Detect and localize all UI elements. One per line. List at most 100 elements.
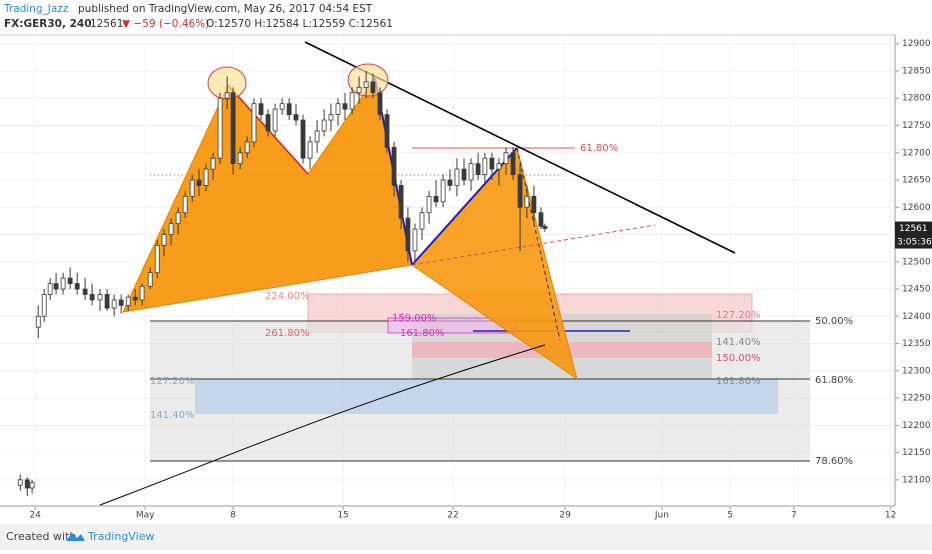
candle-body (300, 119, 306, 159)
footer-brand[interactable]: TradingView (87, 530, 154, 543)
candle-body (104, 294, 110, 309)
candle-body (217, 97, 223, 159)
candle-body (265, 114, 271, 132)
footer-bar (0, 524, 932, 550)
candle-body (475, 163, 481, 175)
candle-body (47, 283, 53, 295)
candle-body (17, 479, 23, 486)
candle-body (230, 92, 236, 165)
candle-body (398, 185, 404, 219)
candle-body (111, 299, 117, 309)
candle-body (244, 141, 250, 154)
author[interactable]: Trading_Jazz (3, 3, 69, 15)
candle-body (67, 277, 73, 284)
candle-body (74, 283, 80, 290)
x-tick-label: May (136, 511, 155, 521)
candle-body (41, 294, 47, 317)
candle-body (461, 168, 467, 181)
countdown-box (895, 235, 932, 249)
candle-body (342, 103, 348, 110)
candle-body (147, 272, 153, 287)
y-tick-label: 12450 (902, 285, 931, 295)
x-tick-label: 24 (29, 511, 41, 521)
y-tick-label: 12100 (902, 475, 931, 485)
candle-body (482, 157, 488, 175)
candle-body (440, 179, 446, 203)
y-tick-label: 12150 (902, 448, 931, 458)
y-tick-label: 12600 (902, 203, 931, 213)
candle-body (279, 103, 285, 110)
candle-body (468, 163, 474, 181)
logo (66, 533, 85, 541)
candle-body (314, 130, 320, 143)
fib-box (195, 379, 778, 414)
symbol: FX:GER30, 240 (4, 18, 92, 30)
y-tick-label: 12750 (902, 121, 931, 131)
moving-average (99, 344, 546, 506)
candle-body (426, 195, 432, 214)
candle-body (35, 315, 41, 328)
y-tick-label: 12200 (902, 421, 931, 431)
fib-label: 141.40% (716, 337, 761, 348)
candle-body (224, 92, 230, 99)
candle-body (60, 277, 66, 290)
candle-body (503, 152, 509, 165)
candle-body (139, 285, 145, 301)
candle-body (524, 195, 530, 208)
candle-body (335, 103, 341, 115)
y-tick-label: 12300 (902, 366, 931, 376)
candle-body (293, 114, 299, 121)
fib-label: 141.40% (150, 410, 195, 421)
ohlc: O:12570 H:12584 L:12559 C:12561 (206, 18, 393, 30)
x-tick-label: 22 (447, 511, 458, 521)
candle-body (89, 294, 95, 301)
candle-body (349, 92, 355, 110)
candle-body (258, 103, 264, 115)
candle-body (489, 157, 495, 170)
projection (411, 224, 656, 266)
candle-body (419, 212, 425, 230)
footer-text: Created with (6, 530, 76, 543)
fib-label: 127.20% (150, 376, 195, 387)
x-tick-label: 29 (559, 511, 571, 521)
candle-body (29, 482, 35, 489)
highlight (347, 63, 389, 97)
fib-label: 161.80% (400, 328, 445, 339)
y-tick-label: 12400 (902, 312, 931, 322)
candle-body (356, 86, 362, 94)
candle-body (542, 225, 548, 229)
fib-label: 150.00% (716, 353, 761, 364)
candle-body (154, 245, 160, 274)
fib-label: 161.80% (716, 376, 761, 387)
last-price-box (895, 221, 932, 236)
candle-body (24, 479, 30, 489)
published: published on TradingView.com, May 26, 20… (78, 3, 373, 15)
candle-body (210, 157, 216, 170)
countdown: 3:05:36 (897, 238, 932, 248)
candles (17, 70, 548, 497)
candle-body (363, 81, 369, 88)
fib-label: 61.80% (815, 375, 853, 386)
candle-body (251, 103, 257, 143)
y-tick-label: 12900 (902, 39, 931, 49)
fib-labels: 61.80% 224.00% 261.80% 159.00% 161.80% 1… (150, 143, 853, 467)
y-tick-label: 12850 (902, 66, 931, 76)
fib-label: 61.80% (580, 143, 618, 154)
x-tick-label: 8 (230, 511, 236, 521)
candle-body (405, 217, 411, 252)
candle-body (412, 228, 418, 252)
candle-body (203, 168, 209, 186)
candle-body (82, 288, 88, 295)
candle-body (447, 179, 453, 186)
y-tick-label: 12350 (902, 339, 931, 349)
x-tick-label: Jun (654, 511, 669, 521)
y-tick-label: 12500 (902, 257, 931, 267)
candle-body (237, 152, 243, 165)
fib-label: 159.00% (392, 313, 437, 324)
candle-body (370, 81, 376, 94)
fib-label: 224.00% (265, 291, 310, 302)
candle-body (517, 174, 523, 208)
fib-label: 127.20% (716, 310, 761, 321)
candle-body (328, 114, 334, 121)
fib-label: 50.00% (815, 316, 853, 327)
